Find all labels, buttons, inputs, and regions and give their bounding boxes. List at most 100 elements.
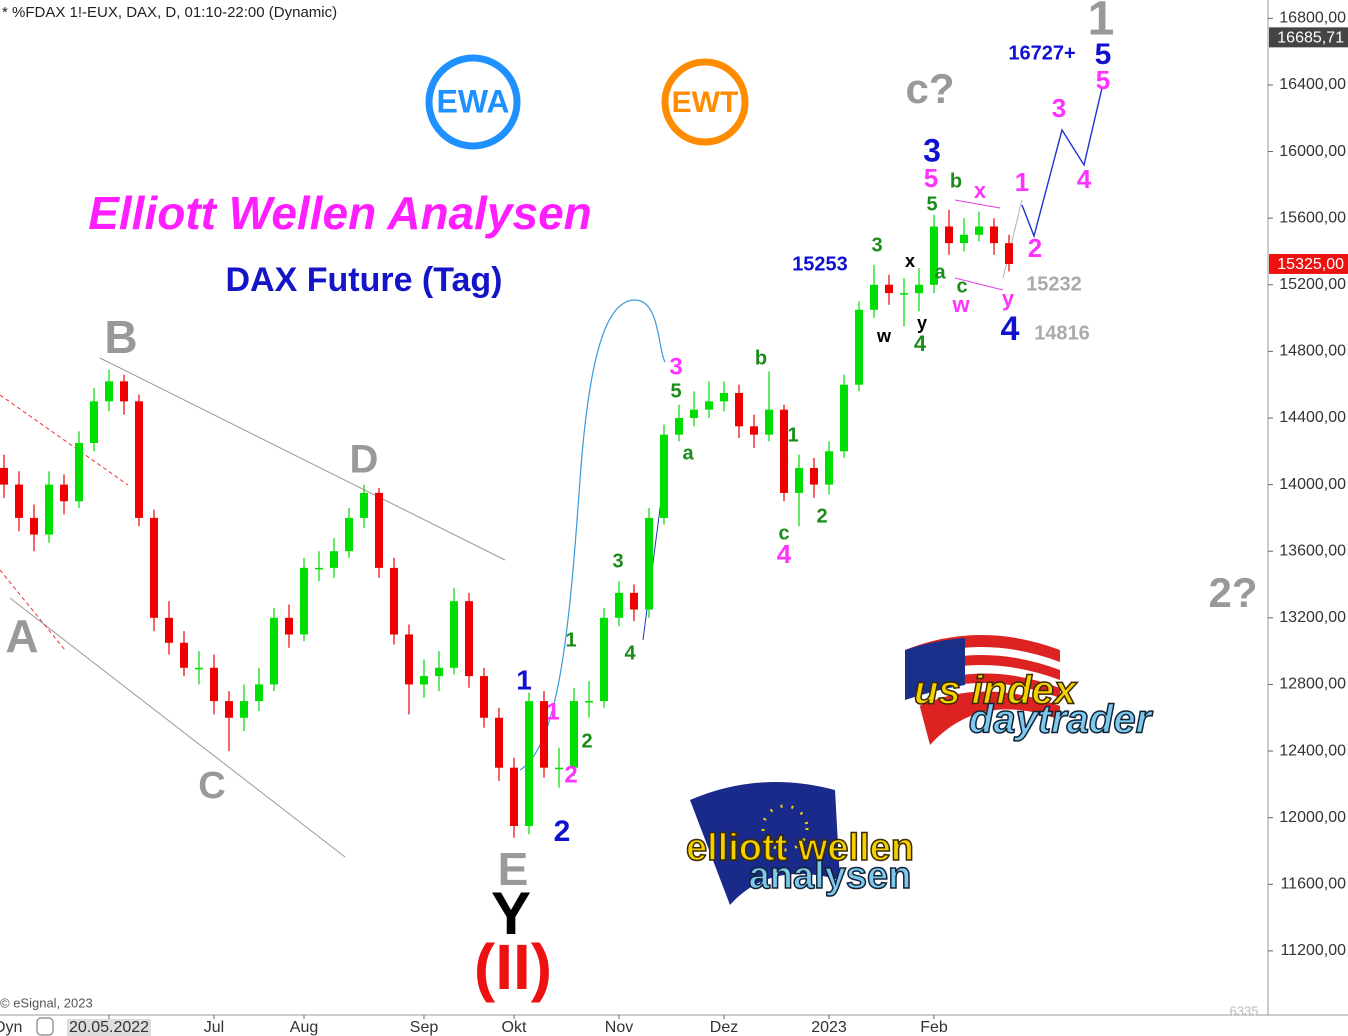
logo-text: elliott wellen — [686, 827, 914, 869]
candle-body — [690, 409, 698, 418]
flag-canton — [905, 638, 965, 700]
wave-label: 1 — [546, 698, 559, 725]
candle-body — [255, 684, 263, 702]
wave-label: 2 — [1028, 233, 1042, 263]
logo-ewa: EWA — [425, 54, 521, 150]
candle-body — [885, 284, 893, 294]
wave-label: 3 — [1052, 93, 1066, 123]
logo-circle — [661, 58, 749, 146]
wave-label: 5 — [924, 163, 938, 193]
candle-body — [960, 234, 968, 244]
logo-text: daytrader — [969, 698, 1154, 742]
candle-body — [330, 551, 338, 568]
chart-header: * %FDAX 1!-EUX, DAX, D, 01:10-22:00 (Dyn… — [2, 4, 337, 21]
wave-label: 2 — [564, 761, 577, 788]
candles — [0, 209, 1013, 838]
candle-body — [555, 767, 563, 770]
y-tick-label: 11600,00 — [1280, 875, 1346, 892]
wave-label: c — [778, 522, 789, 544]
y-tick-label: 16000,00 — [1279, 143, 1346, 160]
candle-body — [405, 634, 413, 685]
candle-body — [480, 676, 488, 718]
candle-body — [780, 409, 788, 493]
forecast-line — [1002, 199, 1023, 279]
wave-label: 4 — [777, 539, 792, 569]
trend-line — [9, 597, 346, 858]
x-tick-label: Dez — [710, 1019, 738, 1036]
candle-body — [900, 293, 908, 295]
wave-label: 15253 — [792, 253, 848, 275]
bottom-tick: 6335 — [1230, 1003, 1259, 1018]
candle-body — [135, 401, 143, 518]
candle-body — [60, 484, 68, 502]
wave-label: (II) — [474, 931, 552, 1003]
wave-label: 2 — [816, 505, 827, 527]
candle-body — [855, 309, 863, 385]
y-tick-label: 13200,00 — [1279, 609, 1346, 626]
candle-body — [585, 701, 593, 703]
wave-label: 2 — [554, 815, 571, 848]
wave-label: c? — [905, 65, 954, 112]
wave-label: 4 — [914, 331, 927, 356]
wave-label: 16727+ — [1008, 42, 1075, 64]
candle-body — [75, 442, 83, 502]
wave-label: 1 — [516, 664, 532, 695]
y-tick-label: 13600,00 — [1279, 542, 1346, 559]
wave-label: C — [198, 765, 225, 807]
x-tick-label: Okt — [502, 1019, 527, 1036]
candle-body — [525, 701, 533, 826]
wave-label: 1 — [787, 424, 798, 446]
logo-text: analysen — [749, 855, 912, 897]
candle-body — [660, 434, 668, 518]
price-box — [1269, 27, 1348, 48]
wave-label: a — [682, 442, 694, 464]
y-tick-label: 11200,00 — [1280, 942, 1346, 959]
y-tick-label: 12800,00 — [1279, 676, 1346, 693]
y-tick-label: 14000,00 — [1279, 476, 1346, 493]
candle-body — [840, 384, 848, 452]
lock-icon — [36, 1017, 54, 1036]
x-tick-label: Aug — [290, 1019, 318, 1036]
wave-label: 3 — [669, 353, 682, 380]
wave-label: 2 — [581, 730, 592, 752]
wave-label: E — [498, 843, 529, 895]
candle-body — [810, 467, 818, 485]
y-tick-label: 16800,00 — [1279, 10, 1346, 27]
candle-body — [990, 226, 998, 244]
wave-label: 1 — [1088, 0, 1115, 46]
y-tick-label: 12000,00 — [1279, 809, 1346, 826]
logo-circle — [425, 54, 521, 150]
logo-elliott: elliott wellen analysen — [685, 782, 915, 905]
x-tick-label: Jul — [204, 1019, 224, 1036]
logo-ewt: EWT — [661, 58, 749, 146]
wave-label: w — [951, 292, 970, 317]
wave-label: b — [755, 347, 767, 369]
candle-body — [90, 401, 98, 443]
candle-body — [735, 393, 743, 427]
candle-body — [165, 617, 173, 643]
candle-body — [630, 592, 638, 610]
wave-label: b — [950, 170, 962, 192]
trend-line — [954, 277, 1004, 291]
candle-body — [825, 451, 833, 485]
wave-label: 3 — [871, 234, 882, 256]
candle-body — [450, 601, 458, 668]
wave-label: A — [5, 610, 38, 662]
candle-body — [870, 284, 878, 310]
candle-body — [180, 642, 188, 668]
candle-body — [375, 492, 383, 568]
candle-body — [465, 601, 473, 677]
candle-body — [615, 592, 623, 618]
candle-body — [720, 393, 728, 402]
candle-body — [1005, 243, 1013, 264]
price-label: 16685,71 — [1277, 30, 1344, 47]
wave-label: y — [917, 313, 927, 333]
wave-label: a — [934, 261, 946, 283]
price-label: 15325,00 — [1277, 256, 1344, 273]
wave-label: 1 — [565, 629, 576, 651]
y-tick-label: 15600,00 — [1279, 209, 1346, 226]
y-axis-area — [1268, 0, 1348, 1015]
